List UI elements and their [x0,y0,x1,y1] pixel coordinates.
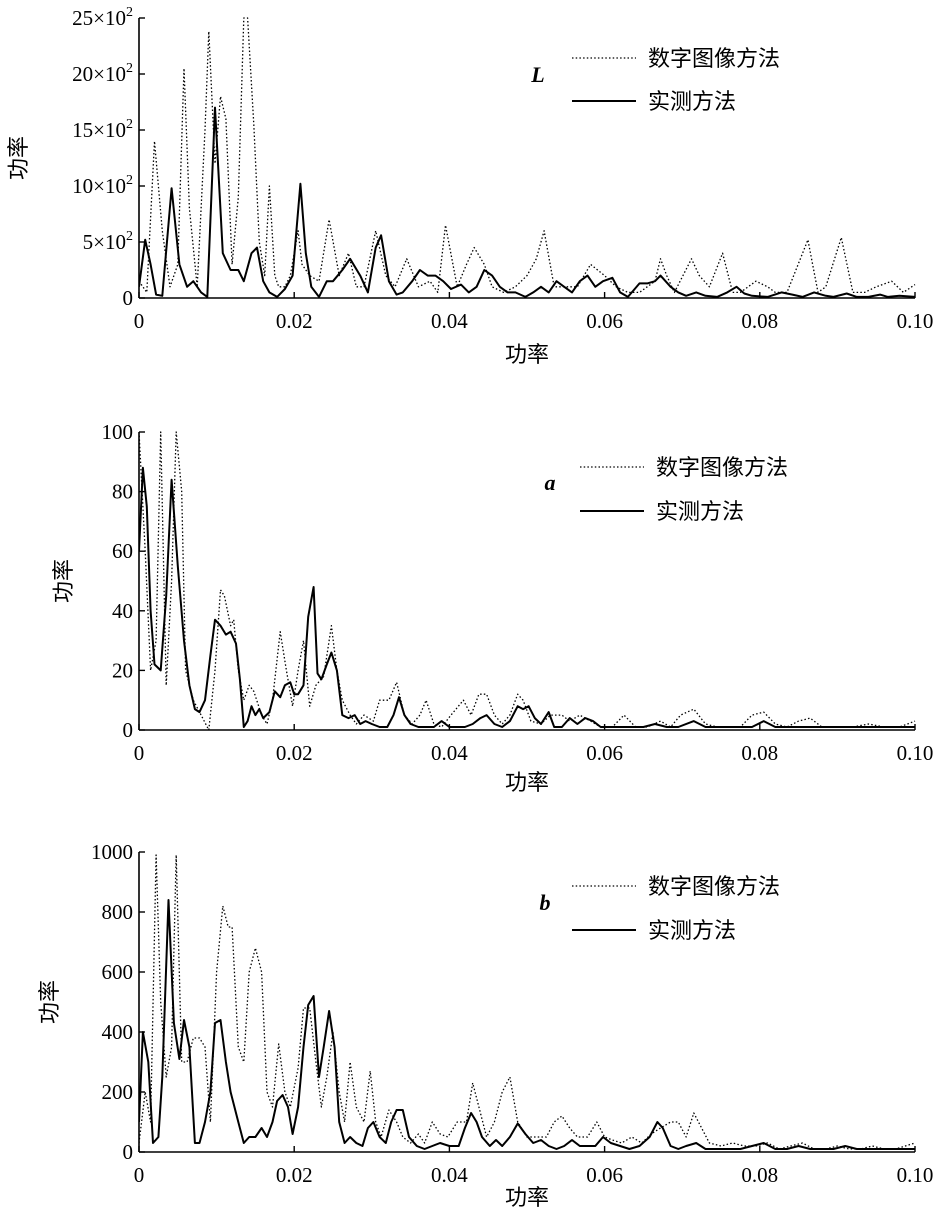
x-tick-label: 0.04 [431,309,468,333]
x-tick-label: 0.06 [586,741,623,765]
y-tick-label: 25×102 [72,5,133,30]
series-line-digital-image [139,17,916,294]
x-tick-label: 0.08 [741,1163,778,1187]
y-tick-label: 15×102 [72,117,133,142]
x-tick-label: 0.02 [276,1163,313,1187]
y-tick-label: 40 [112,599,133,623]
x-axis-label: 功率 [505,771,549,796]
y-tick-label: 0 [123,718,134,742]
legend-label: 数字图像方法 [648,47,780,72]
y-tick-label: 100 [102,420,134,444]
x-tick-label: 0.06 [586,1163,623,1187]
y-tick-label: 80 [112,480,133,504]
panel-label: b [540,890,551,915]
y-tick-label-base: 10×10 [72,174,126,198]
y-tick-label: 1000 [91,840,133,864]
y-tick-label: 60 [112,539,133,563]
x-tick-label: 0 [134,1163,145,1187]
x-tick-label: 0.02 [276,309,313,333]
x-tick-label: 0.04 [431,1163,468,1187]
y-tick-label: 10×102 [72,173,133,198]
legend-label: 实测方法 [656,500,744,525]
y-tick-label-exp: 2 [126,173,133,188]
y-tick-label: 5×102 [83,229,133,254]
y-tick-label: 600 [102,960,134,984]
x-tick-label: 0.06 [586,309,623,333]
x-tick-label: 0 [134,309,145,333]
panel-label: L [530,62,544,87]
series-line-measured [139,466,915,728]
x-tick-label: 0 [134,741,145,765]
y-tick-label: 800 [102,900,134,924]
y-tick-label-base: 25×10 [72,6,126,30]
y-tick-label-exp: 2 [126,5,133,20]
y-tick-label-base: 20×10 [72,62,126,86]
chart-panel-1: 0 0.02 0.04 0.06 0.08 0.10020406080100功率功率数字图… [52,420,933,796]
legend-label: 实测方法 [648,90,736,115]
x-axis-label: 功率 [505,1186,549,1211]
y-tick-label: 20 [112,658,133,682]
y-tick-label-base: 5×10 [83,230,126,254]
y-tick-label-base: 15×10 [72,118,126,142]
y-tick-label: 0 [123,286,134,310]
series-line-measured [139,106,916,298]
y-tick-label-exp: 2 [126,229,133,244]
y-tick-label-exp: 2 [126,117,133,132]
panel-label: a [545,470,556,495]
legend-label: 数字图像方法 [648,875,780,900]
legend-label: 实测方法 [648,919,736,944]
series-line-measured [139,899,915,1150]
series-line-digital-image [139,431,916,730]
y-tick-label: 20×102 [72,61,133,86]
x-tick-label: 0.02 [276,741,313,765]
x-tick-label: 0.08 [741,741,778,765]
y-axis-label: 功率 [7,136,32,180]
y-axis-label: 功率 [38,980,63,1024]
x-tick-label: 0.08 [741,309,778,333]
chart-panel-2: 0 0.02 0.04 0.06 0.08 0.10 0 200 400 600 800 1000 功率… [38,840,933,1211]
legend-label: 数字图像方法 [656,456,788,481]
y-tick-label: 200 [102,1080,134,1104]
y-tick-label: 0 [123,1140,134,1164]
x-tick-label: 0.10 [897,1163,934,1187]
x-tick-label: 0.10 [897,741,934,765]
y-tick-label-exp: 2 [126,61,133,76]
y-tick-label: 400 [102,1020,134,1044]
x-tick-label: 0.04 [431,741,468,765]
series-line-digital-image [139,854,916,1150]
x-axis-label: 功率 [505,343,549,368]
chart-panel-0: 0 0.02 0.04 0.06 0.08 0.1005×10210×10215×1022… [7,5,933,368]
x-tick-label: 0.10 [897,309,934,333]
y-axis-label: 功率 [52,559,77,603]
